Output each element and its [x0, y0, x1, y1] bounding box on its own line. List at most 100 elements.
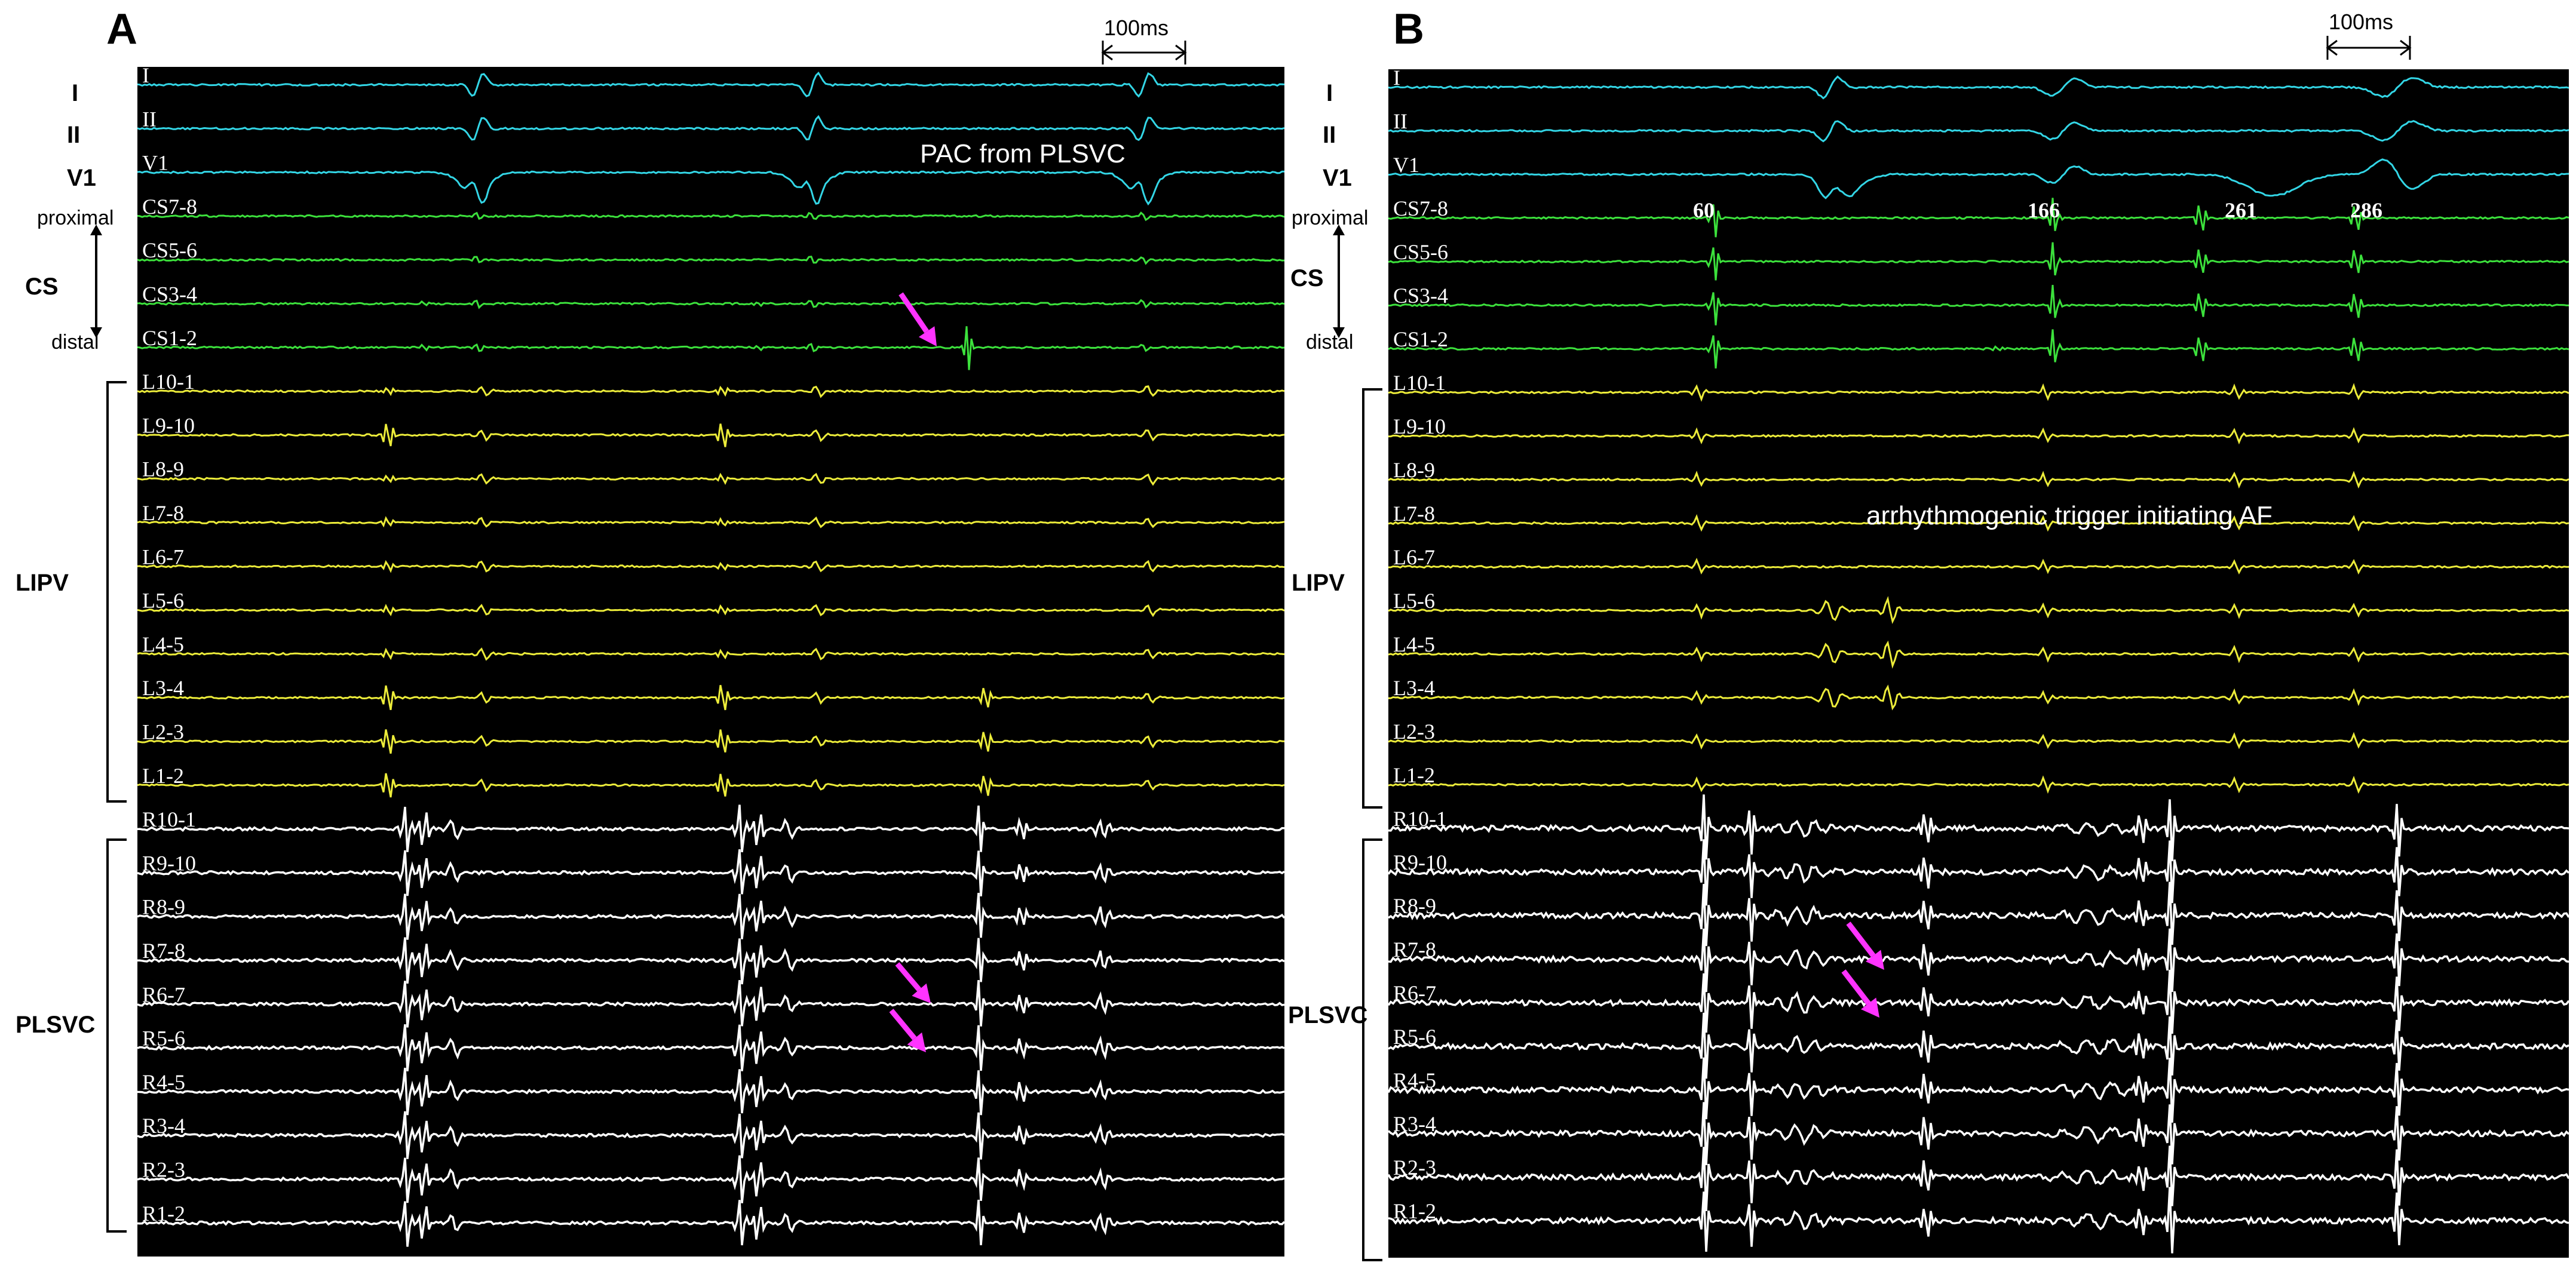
- trace-l7-8: [137, 516, 1284, 529]
- channel-label-r10-1: R10-1: [1393, 807, 1447, 831]
- cs-interval-label: 286: [2350, 198, 2382, 222]
- channel-label-l3-4: L3-4: [142, 676, 184, 700]
- lipv-group-label: LIPV: [16, 570, 69, 596]
- trace-l8-9: [137, 472, 1284, 486]
- channel-label-l1-2: L1-2: [142, 764, 184, 788]
- lead-label-ii: II: [1323, 122, 1336, 148]
- lipv-group-label: LIPV: [1292, 570, 1345, 596]
- channel-label-l7-8: L7-8: [142, 501, 184, 525]
- scale-bar: [2326, 36, 2412, 60]
- trace-l7-8: [1388, 514, 2569, 532]
- trace-cs3-4: [137, 299, 1284, 309]
- channel-label-l6-7: L6-7: [1393, 545, 1435, 569]
- channel-label-l7-8: L7-8: [1393, 502, 1435, 526]
- trace-r4-5: [137, 1067, 1284, 1116]
- trace-l3-4: [1388, 684, 2569, 711]
- channel-label-cs3-4: CS3-4: [142, 282, 197, 306]
- plsvc-bracket: [106, 838, 127, 1233]
- trace-cs1-2: [137, 326, 1284, 370]
- trace-ii: [137, 115, 1284, 142]
- channel-label-cs5-6: CS5-6: [1393, 240, 1448, 264]
- panel-letter: A: [106, 5, 137, 53]
- channel-label-r8-9: R8-9: [142, 895, 185, 919]
- trace-l4-5: [1388, 640, 2569, 669]
- channel-label-i: I: [142, 67, 149, 87]
- channel-label-cs3-4: CS3-4: [1393, 284, 1448, 308]
- electrogram-tracings: IIIV1CS7-8CS5-6CS3-4CS1-2L10-1L9-10L8-9L…: [1388, 69, 2569, 1254]
- panel-letter: B: [1393, 5, 1424, 53]
- channel-label-cs7-8: CS7-8: [142, 195, 197, 219]
- cs-proximal-label: proximal: [37, 207, 114, 229]
- scale-bar-label: 100ms: [2329, 10, 2394, 34]
- trace-ii: [1388, 119, 2569, 143]
- cs-interval-label: 261: [2225, 198, 2257, 222]
- channel-label-l9-10: L9-10: [142, 413, 195, 437]
- trace-cs5-6: [137, 256, 1284, 265]
- channel-label-l5-6: L5-6: [1393, 589, 1435, 613]
- lipv-bracket: [106, 381, 127, 803]
- trace-l10-1: [137, 385, 1284, 398]
- pink-arrow-icon: [889, 1009, 926, 1052]
- trace-r10-1: [1388, 794, 2569, 862]
- channel-label-r3-4: R3-4: [1393, 1112, 1436, 1136]
- trace-l5-6: [1388, 595, 2569, 624]
- trace-r7-8: [137, 937, 1284, 985]
- trace-cs7-8: [1388, 198, 2569, 238]
- trace-r2-3: [1388, 1145, 2569, 1211]
- channel-label-l10-1: L10-1: [1393, 371, 1446, 395]
- trace-l1-2: [1388, 775, 2569, 794]
- trace-l6-7: [1388, 557, 2569, 575]
- trace-l5-6: [137, 604, 1284, 618]
- tracing-window: I II V1 CS7-8 CS5-6 CS3-4 CS1-2 L10-1 L9-10 L8-9 L…: [1388, 69, 2569, 1258]
- trace-v1: [137, 170, 1284, 206]
- channel-label-r4-5: R4-5: [1393, 1068, 1436, 1092]
- trace-r6-7: [137, 980, 1284, 1028]
- electrogram-tracings: IIIV1CS7-8CS5-6CS3-4CS1-2L10-1L9-10L8-9L…: [137, 67, 1284, 1247]
- plsvc-group-label: PLSVC: [1288, 1002, 1368, 1028]
- channel-label-r7-8: R7-8: [142, 939, 185, 963]
- trace-cs3-4: [1388, 284, 2569, 325]
- trace-r1-2: [137, 1199, 1284, 1247]
- channel-label-l2-3: L2-3: [1393, 720, 1435, 744]
- cs-distal-label: distal: [1306, 331, 1354, 354]
- plsvc-bracket: [1362, 838, 1382, 1261]
- channel-label-r7-8: R7-8: [1393, 938, 1436, 961]
- channel-label-v1: V1: [142, 151, 168, 175]
- channel-label-l2-3: L2-3: [142, 720, 184, 744]
- plsvc-group-label: PLSVC: [16, 1012, 96, 1038]
- channel-label-cs7-8: CS7-8: [1393, 196, 1448, 220]
- trace-r2-3: [137, 1155, 1284, 1203]
- lead-label-v1: V1: [1323, 165, 1352, 191]
- channel-label-i: I: [1393, 69, 1400, 90]
- trace-l4-5: [137, 647, 1284, 661]
- tracing-window: I II V1 CS7-8 CS5-6 CS3-4 CS1-2 L10-1 L9-10 L8-9 L…: [137, 67, 1284, 1257]
- channel-label-cs1-2: CS1-2: [142, 326, 197, 350]
- channel-label-l8-9: L8-9: [142, 457, 184, 481]
- trace-l9-10: [1388, 427, 2569, 445]
- lead-label-v1: V1: [67, 165, 96, 191]
- cs-interval-label: 60: [1693, 198, 1715, 222]
- trace-l8-9: [1388, 471, 2569, 489]
- channel-label-r10-1: R10-1: [142, 807, 196, 831]
- trace-l6-7: [137, 560, 1284, 573]
- channel-label-ii: II: [1393, 109, 1407, 133]
- channel-label-l9-10: L9-10: [1393, 414, 1446, 438]
- channel-label-l6-7: L6-7: [142, 545, 184, 569]
- annotation-text: PAC from PLSVC: [920, 139, 1126, 168]
- trace-r9-10: [137, 849, 1284, 897]
- trace-r8-9: [137, 892, 1284, 940]
- trace-cs5-6: [1388, 242, 2569, 281]
- channel-label-ii: II: [142, 107, 157, 131]
- channel-label-r2-3: R2-3: [1393, 1156, 1436, 1179]
- channel-label-r1-2: R1-2: [1393, 1199, 1436, 1223]
- trace-r3-4: [1388, 1102, 2569, 1166]
- channel-label-r3-4: R3-4: [142, 1114, 185, 1138]
- lead-label-ii: II: [67, 122, 81, 148]
- trace-l2-3: [1388, 732, 2569, 750]
- channel-label-r9-10: R9-10: [1393, 850, 1447, 874]
- lipv-bracket: [1362, 388, 1382, 809]
- channel-label-l4-5: L4-5: [142, 632, 184, 656]
- trace-r5-6: [1388, 1012, 2569, 1079]
- cs-direction-arrow: [1333, 225, 1345, 338]
- scale-bar-label: 100ms: [1104, 16, 1169, 40]
